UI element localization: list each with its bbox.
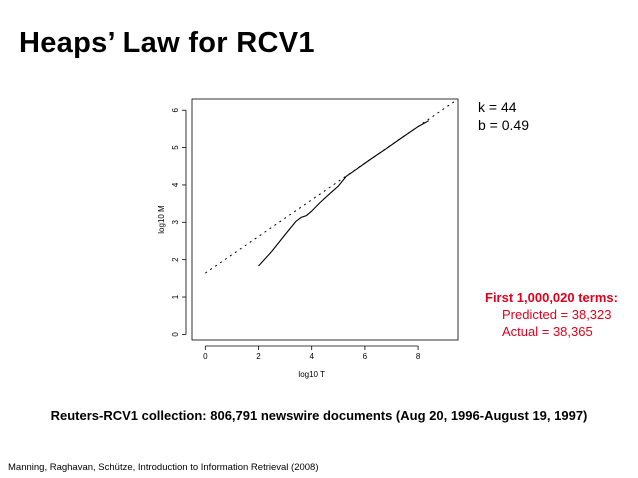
actual-value: Actual = 38,365 xyxy=(502,324,593,339)
y-tick-label: 1 xyxy=(171,294,180,299)
x-tick-label: 2 xyxy=(256,352,261,361)
terms-summary: First 1,000,020 terms: Predicted = 38,32… xyxy=(485,289,618,340)
y-tick-label: 2 xyxy=(171,257,180,262)
b-parameter: b = 0.49 xyxy=(478,117,529,133)
x-axis-label: log10 T xyxy=(298,370,325,379)
heaps-law-chart: 0 2 4 6 8 0 1 2 3 4 5 6 log10 T log10 M xyxy=(157,98,459,379)
collection-caption: Reuters-RCV1 collection: 806,791 newswir… xyxy=(50,408,588,423)
x-tick-label: 4 xyxy=(309,352,314,361)
slide-title: Heaps’ Law for RCV1 xyxy=(19,27,315,59)
x-tick-label: 6 xyxy=(363,352,368,361)
y-tick-label: 6 xyxy=(171,107,180,112)
y-tick-label: 5 xyxy=(171,145,180,150)
fitted-line xyxy=(205,100,456,274)
plot-frame xyxy=(191,98,459,341)
y-tick-label: 3 xyxy=(171,220,180,225)
y-tick-label: 0 xyxy=(171,332,180,337)
k-parameter: k = 44 xyxy=(478,99,517,115)
heaps-parameters: k = 44 b = 0.49 xyxy=(478,98,529,134)
terms-heading: First 1,000,020 terms: xyxy=(485,290,618,305)
source-citation: Manning, Raghavan, Schütze, Introduction… xyxy=(8,462,319,473)
y-tick-label: 4 xyxy=(171,182,180,187)
x-tick-label: 8 xyxy=(416,352,421,361)
x-tick-label: 0 xyxy=(203,352,208,361)
y-axis-label: log10 M xyxy=(157,205,166,234)
observed-line xyxy=(258,120,429,267)
predicted-value: Predicted = 38,323 xyxy=(502,307,612,322)
